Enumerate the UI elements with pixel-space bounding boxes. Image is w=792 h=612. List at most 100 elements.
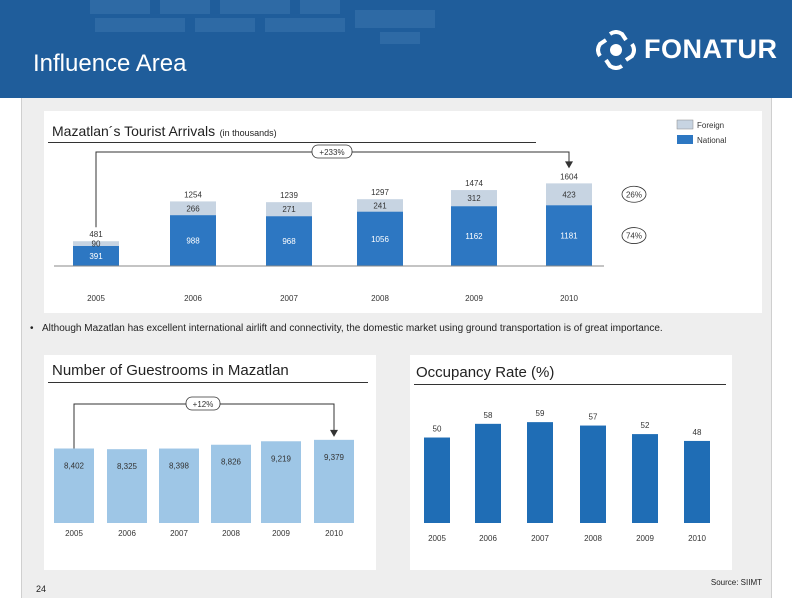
occupancy-bar [527,422,553,523]
arrivals-total-label: 1604 [560,172,578,181]
arrivals-national-bar [451,206,497,266]
legend-national-label: National [697,136,727,145]
occupancy-chart: 50 2005 58 2006 59 2007 57 2008 52 2009 48 2010 [424,409,710,543]
occupancy-value-label: 52 [641,421,650,430]
guestrooms-year-label: 2007 [170,529,188,538]
page-title: Influence Area [33,50,187,77]
guestrooms-bar [54,448,94,523]
guestrooms-bar [211,444,251,523]
guestrooms-bar [261,441,301,523]
guestrooms-value-label: 9,379 [324,453,345,462]
national-share-bubble [621,227,647,244]
guestrooms-year-label: 2006 [118,529,136,538]
guestrooms-value-label: 8,398 [169,462,190,471]
arrivals-foreign-bar [451,190,497,207]
bullet-dot-icon: • [30,323,34,334]
guestrooms-year-label: 2008 [222,529,240,538]
arrivals-year-label: 2006 [184,294,202,303]
occupancy-value-label: 57 [589,413,598,422]
arrivals-growth-badge [311,144,353,159]
occupancy-chart-title: Occupancy Rate (%) [416,364,555,381]
arrivals-national-bar [73,245,119,266]
logo-text: FONATUR [644,34,778,64]
arrivals-year-label: 2007 [280,294,298,303]
arrivals-foreign-bar [170,201,216,216]
guestrooms-value-label: 8,402 [64,462,85,471]
arrivals-national-bar [357,211,403,266]
arrivals-foreign-bar [357,199,403,212]
arrivals-year-label: 2009 [465,294,483,303]
arrivals-total-label: 1297 [371,188,389,197]
arrivals-national-label: 968 [282,237,296,246]
occupancy-value-label: 48 [693,428,702,437]
arrivals-foreign-label: 312 [467,194,481,203]
legend-foreign-swatch [676,119,694,130]
arrivals-year-label: 2008 [371,294,389,303]
occupancy-year-label: 2007 [531,534,549,543]
foreign-share-bubble [621,185,647,203]
slide-header: Influence Area FONATUR [0,0,792,98]
arrivals-chart-panel: Mazatlan´s Tourist Arrivals (in thousand… [44,111,762,313]
occupancy-year-label: 2009 [636,534,654,543]
page-number: 24 [36,584,47,594]
national-share-label: 74% [626,232,642,241]
guestrooms-chart-panel: Number of Guestrooms in Mazatlan 8,402 20… [44,355,376,570]
occupancy-value-label: 58 [484,411,493,420]
arrivals-foreign-label: 271 [282,205,296,214]
occupancy-bar [424,437,450,523]
arrivals-title-rule [48,142,536,143]
guestrooms-value-label: 8,826 [221,458,242,467]
guestrooms-growth-arrowhead [330,429,338,437]
occupancy-year-label: 2005 [428,534,446,543]
arrivals-national-bar [266,216,312,266]
guestrooms-title-rule [48,382,368,383]
arrivals-chart-title: Mazatlan´s Tourist Arrivals (in thousand… [52,123,277,141]
arrivals-growth-label: +233% [319,148,344,157]
occupancy-chart-panel: Occupancy Rate (%) 50 2005 58 2006 59 2007 57 2… [410,355,732,570]
bullet-text: Although Mazatlan has excellent internat… [42,323,663,334]
guestrooms-chart: 8,402 2005 8,325 2006 8,398 2007 8,826 2008 9,21… [54,396,354,538]
occupancy-year-label: 2006 [479,534,497,543]
arrivals-national-bar [546,205,592,266]
guestrooms-bar [314,439,354,523]
arrivals-total-label: 1474 [465,179,483,188]
guestrooms-year-label: 2005 [65,529,83,538]
arrivals-national-label: 988 [186,237,200,246]
occupancy-value-label: 59 [536,409,545,418]
arrivals-national-bar [170,215,216,266]
arrivals-national-label: 1056 [371,235,389,244]
arrivals-growth-arrowhead [565,161,573,169]
arrivals-foreign-label: 423 [562,190,576,199]
arrivals-foreign-label: 90 [92,240,101,249]
legend-national-swatch [677,135,693,144]
occupancy-title-rule [414,384,726,385]
arrivals-total-label: 481 [89,230,103,239]
occupancy-year-label: 2008 [584,534,602,543]
arrivals-national-label: 1181 [560,232,578,241]
arrivals-foreign-label: 241 [373,201,387,210]
arrivals-national-label: 1162 [465,232,483,241]
arrivals-foreign-bar [546,183,592,206]
fonatur-emblem-icon [596,30,636,70]
occupancy-bar [632,434,658,523]
guestrooms-bar [107,449,147,523]
guestrooms-growth-label: +12% [193,400,214,409]
legend-foreign-label: Foreign [697,121,724,130]
guestrooms-year-label: 2009 [272,529,290,538]
guestrooms-value-label: 8,325 [117,462,138,471]
arrivals-subtitle: (in thousands) [219,128,277,138]
occupancy-bar [684,440,710,523]
arrivals-year-label: 2005 [87,294,105,303]
guestrooms-value-label: 9,219 [271,454,292,463]
arrivals-year-label: 2010 [560,294,578,303]
arrivals-foreign-bar [266,202,312,217]
guestrooms-bar [159,448,199,523]
guestrooms-chart-title: Number of Guestrooms in Mazatlan [52,362,289,379]
occupancy-year-label: 2010 [688,534,706,543]
guestrooms-year-label: 2010 [325,529,343,538]
guestrooms-growth-badge [185,396,221,411]
arrivals-foreign-bar [73,241,119,246]
fonatur-logo: FONATUR [596,30,777,70]
occupancy-value-label: 50 [433,425,442,434]
